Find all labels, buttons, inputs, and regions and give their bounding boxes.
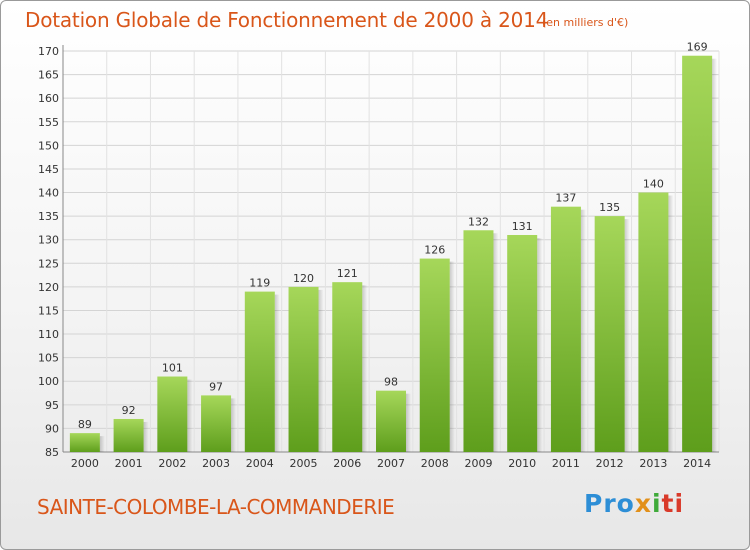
x-tick-2008: 2008 <box>421 457 449 470</box>
y-tick-155: 155 <box>38 116 59 129</box>
y-tick-160: 160 <box>38 92 59 105</box>
x-tick-2010: 2010 <box>508 457 536 470</box>
bar-shadow-2012 <box>624 219 630 452</box>
x-tick-2009: 2009 <box>464 457 492 470</box>
x-tick-2006: 2006 <box>333 457 361 470</box>
data-label-2014: 169 <box>687 41 708 54</box>
bar-shadow-2010 <box>537 237 543 452</box>
bar-shadow-2008 <box>449 261 455 452</box>
x-tick-2000: 2000 <box>71 457 99 470</box>
bar-2012 <box>594 216 625 452</box>
data-label-2013: 140 <box>643 178 664 191</box>
y-tick-120: 120 <box>38 281 59 294</box>
bar-shadow-2011 <box>580 209 586 452</box>
bar-shadow-2006 <box>362 285 368 452</box>
bar-2003 <box>201 395 232 452</box>
data-label-2008: 126 <box>424 244 445 257</box>
x-tick-2003: 2003 <box>202 457 230 470</box>
bar-2002 <box>157 376 188 452</box>
y-tick-170: 170 <box>38 45 59 58</box>
y-tick-labels: 85 90 95 100 105 110 115 120 125 130 135 140 145 150 1… <box>38 45 59 459</box>
data-label-2003: 97 <box>209 380 223 393</box>
bar-shadow-2003 <box>231 398 237 452</box>
bar-shadow-2007 <box>406 393 411 452</box>
x-tick-2007: 2007 <box>377 457 405 470</box>
y-tick-100: 100 <box>38 375 59 388</box>
bar-2007 <box>376 390 406 452</box>
x-tick-2012: 2012 <box>596 457 624 470</box>
y-tick-85: 85 <box>45 446 59 459</box>
x-tick-2014: 2014 <box>683 457 711 470</box>
y-tick-105: 105 <box>38 352 59 365</box>
commune-name: SAINTE-COLOMBE-LA-COMMANDERIE <box>37 495 395 519</box>
y-tick-90: 90 <box>45 422 59 435</box>
data-label-2000: 89 <box>78 418 92 431</box>
y-tick-145: 145 <box>38 163 59 176</box>
bar-2001 <box>113 418 144 452</box>
y-tick-165: 165 <box>38 69 59 82</box>
data-label-2006: 121 <box>337 267 358 280</box>
bar-shadow-2000 <box>99 436 105 452</box>
bar-shadow-2001 <box>143 421 149 452</box>
bar-shadow-2009 <box>493 233 499 452</box>
x-tick-labels: 2000 2001 2002 2003 2004 2005 2006 2007 2008 2009… <box>71 457 711 470</box>
x-tick-2001: 2001 <box>115 457 143 470</box>
y-tick-135: 135 <box>38 210 59 223</box>
y-tick-150: 150 <box>38 139 59 152</box>
y-tick-125: 125 <box>38 257 59 270</box>
data-label-2002: 101 <box>162 362 183 375</box>
x-tick-2004: 2004 <box>246 457 274 470</box>
data-label-2009: 132 <box>468 215 489 228</box>
bar-2010 <box>507 234 538 452</box>
y-tick-130: 130 <box>38 234 59 247</box>
logo-part-ti: ti <box>661 489 685 518</box>
chart-title: Dotation Globale de Fonctionnement de 20… <box>25 8 549 32</box>
bar-shadow-2002 <box>187 379 193 452</box>
chart-subtitle: (en milliers d'€) <box>542 16 629 29</box>
bar-2009 <box>463 230 494 452</box>
y-tick-140: 140 <box>38 187 59 200</box>
data-label-2010: 131 <box>512 220 533 233</box>
bar-shadow-2005 <box>318 289 324 452</box>
bar-shadow-2013 <box>668 195 674 452</box>
data-label-2011: 137 <box>555 192 576 205</box>
data-label-2005: 120 <box>293 272 314 285</box>
y-tick-115: 115 <box>38 304 59 317</box>
logo-part-x: x <box>634 489 652 518</box>
logo-part-i: i <box>651 489 662 518</box>
bar-shadow-2004 <box>274 294 280 452</box>
data-label-2012: 135 <box>599 201 620 214</box>
bar-2013 <box>638 192 669 452</box>
x-tick-2005: 2005 <box>290 457 318 470</box>
logo-part-pro: Pro <box>584 489 635 518</box>
bar-2011 <box>550 206 581 452</box>
bar-2005 <box>288 286 319 452</box>
bar-2004 <box>244 291 275 452</box>
bars <box>69 55 718 452</box>
y-tick-110: 110 <box>38 328 59 341</box>
x-tick-2013: 2013 <box>639 457 667 470</box>
y-tick-95: 95 <box>45 399 59 412</box>
data-label-2007: 98 <box>384 376 398 389</box>
data-label-2001: 92 <box>122 404 136 417</box>
bar-2006 <box>332 282 363 452</box>
x-tick-2011: 2011 <box>552 457 580 470</box>
bar-2000 <box>69 433 100 452</box>
bar-shadow-2014 <box>712 58 718 452</box>
data-labels: 89 92 101 97 119 120 121 98 126 132 131 137 135 140 16… <box>78 41 708 431</box>
bar-2008 <box>419 258 450 452</box>
bar-2014 <box>682 55 713 452</box>
x-tick-2002: 2002 <box>158 457 186 470</box>
proxiti-logo[interactable]: Proxiti <box>584 489 684 518</box>
data-label-2004: 119 <box>249 277 270 290</box>
